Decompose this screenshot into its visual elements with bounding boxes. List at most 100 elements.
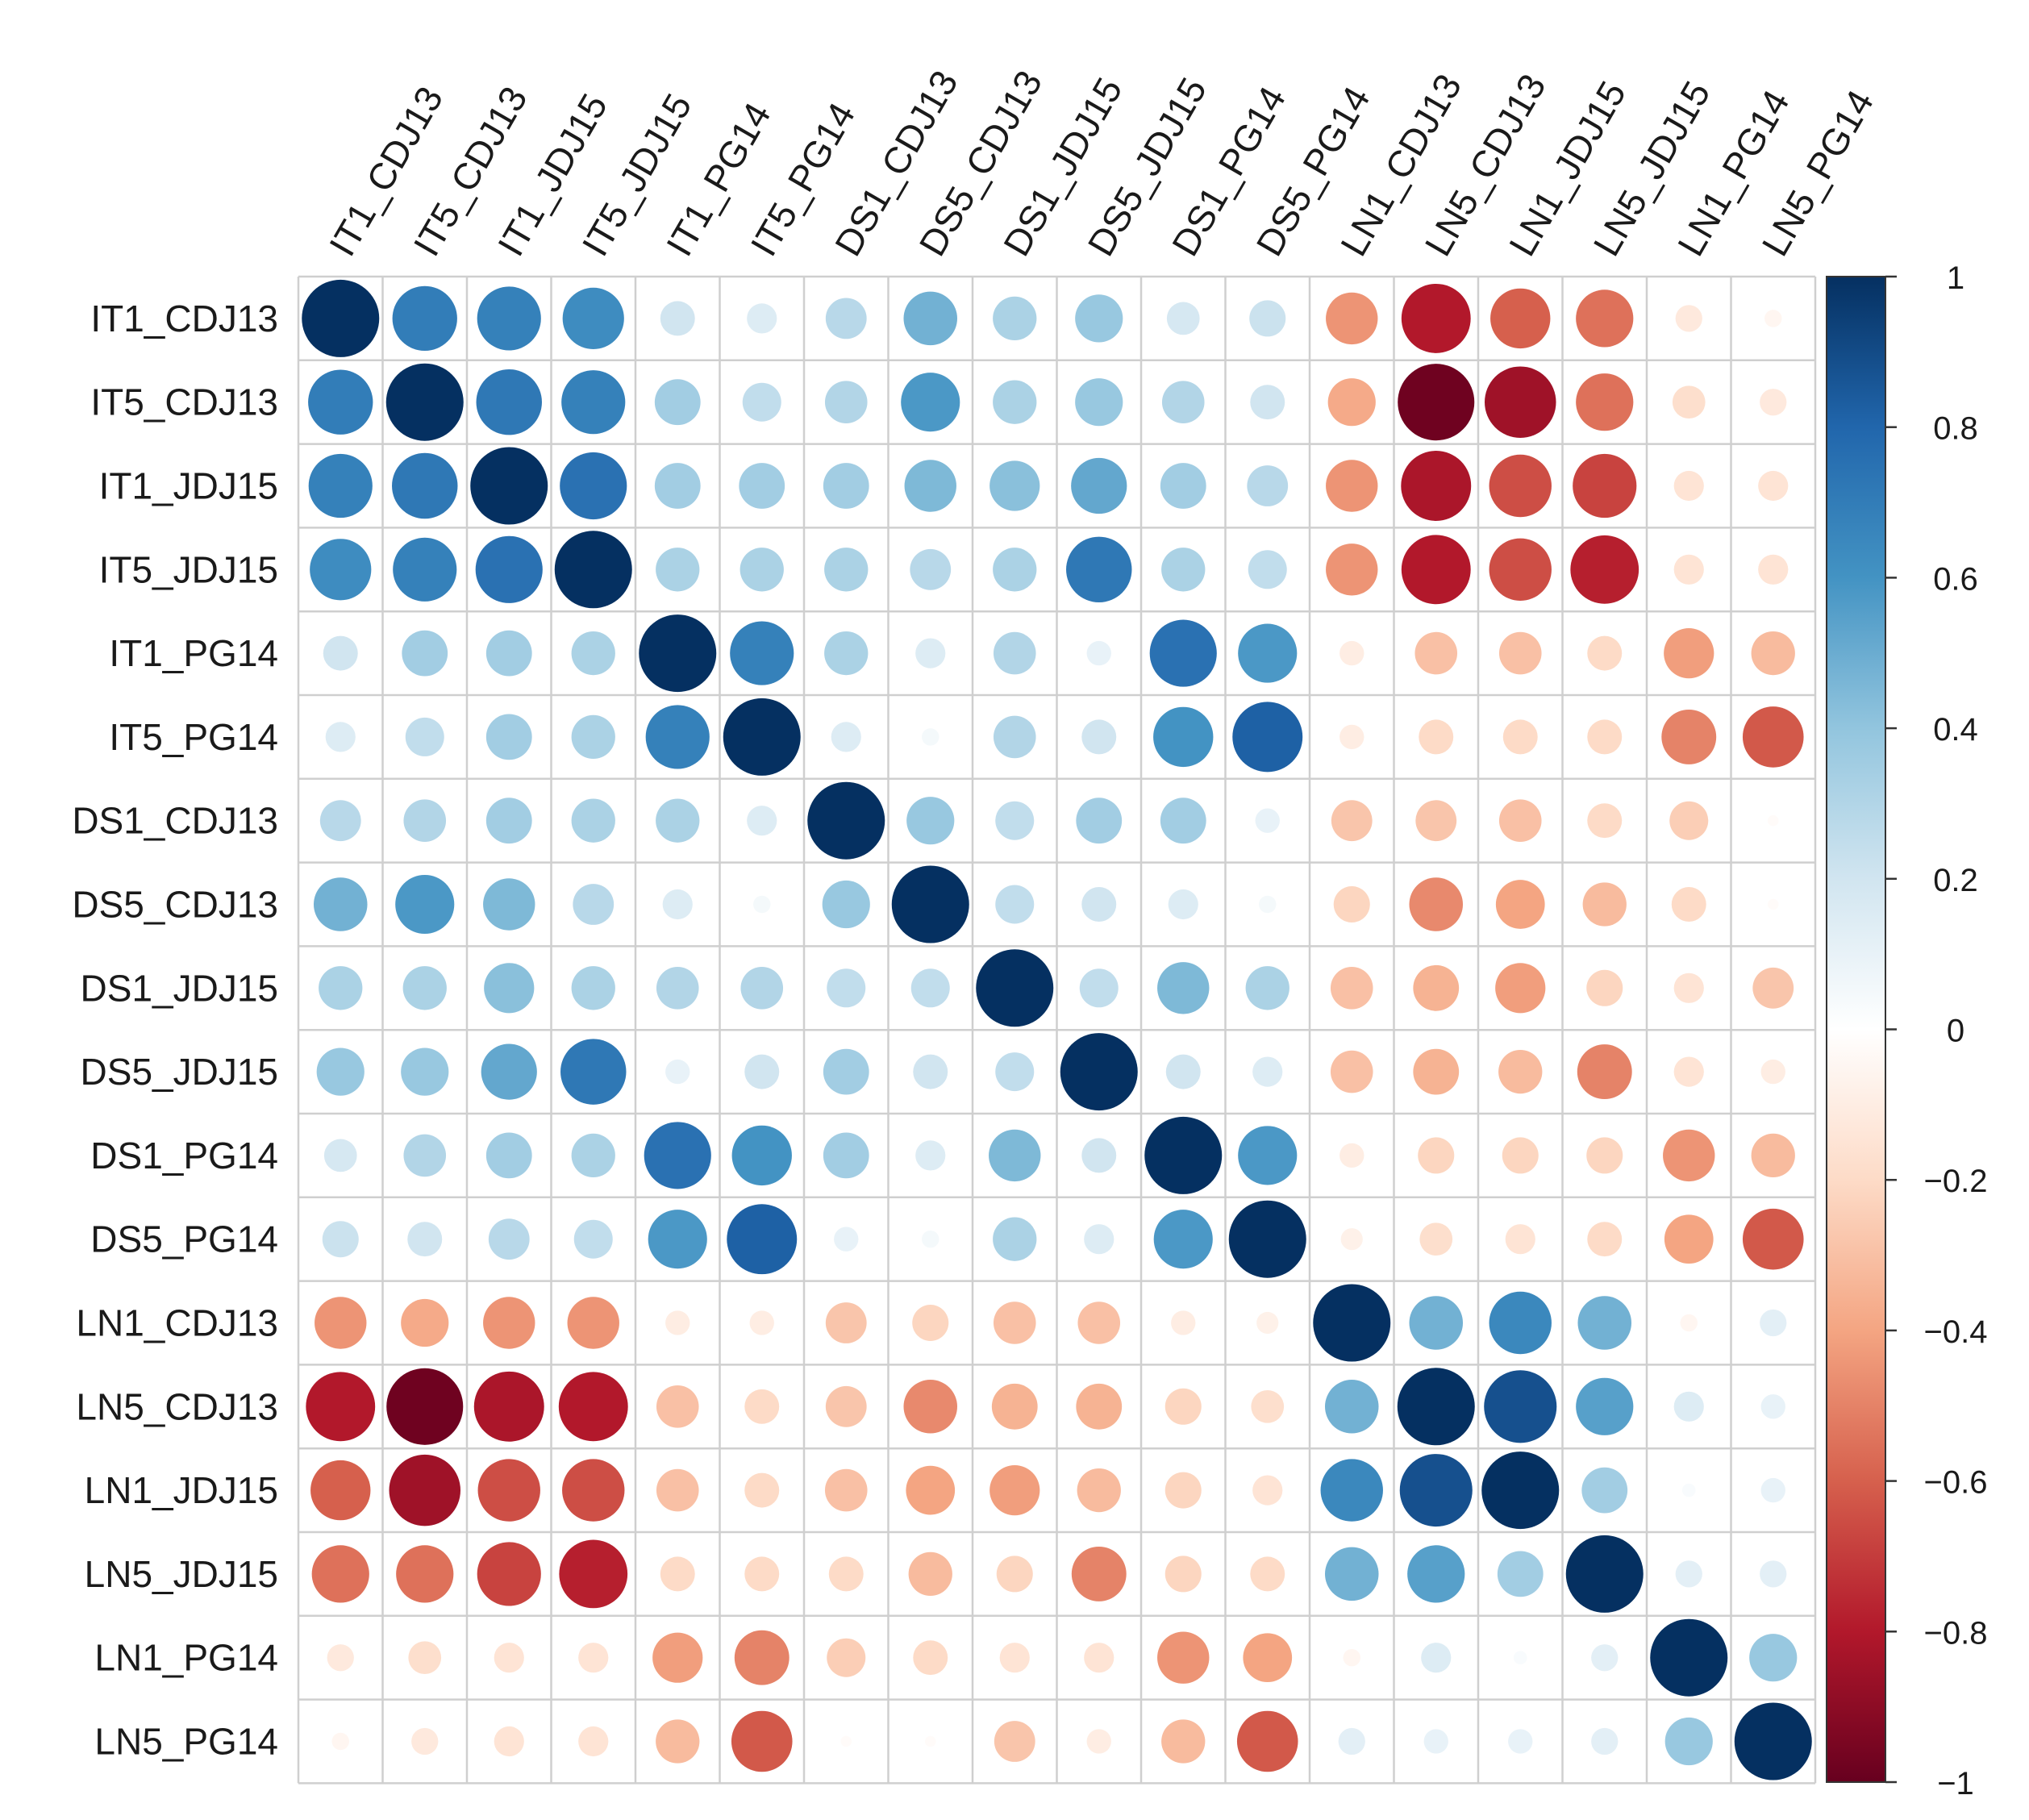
correlation-circle-IT1_JDJ15-IT5_CDJ13 <box>392 452 458 519</box>
correlation-circle-DS5_PG14-IT5_CDJ13 <box>407 1222 443 1257</box>
correlation-circle-LN5_JDJ15-DS1_JDJ15 <box>996 1556 1033 1593</box>
correlation-circle-LN5_PG14-DS5_CDJ13 <box>924 1735 936 1747</box>
correlation-circle-IT1_CDJ13-DS1_JDJ15 <box>993 296 1037 341</box>
correlation-circle-IT1_CDJ13-IT5_JDJ15 <box>562 287 624 349</box>
correlation-circle-DS1_CDJ13-IT1_CDJ13 <box>319 800 361 842</box>
correlation-circle-DS5_CDJ13-IT1_CDJ13 <box>313 877 368 931</box>
correlation-circle-LN5_JDJ15-IT5_CDJ13 <box>396 1545 454 1603</box>
correlation-circle-DS5_CDJ13-DS5_PG14 <box>1259 895 1277 914</box>
correlation-circle-IT5_PG14-IT5_PG14 <box>723 698 801 776</box>
correlation-circle-DS1_PG14-IT1_PG14 <box>644 1122 711 1189</box>
correlation-circle-LN5_JDJ15-LN5_JDJ15 <box>1565 1535 1644 1613</box>
correlation-circle-LN1_JDJ15-DS5_CDJ13 <box>906 1465 956 1515</box>
correlation-circle-IT1_CDJ13-DS5_PG14 <box>1249 300 1286 337</box>
correlation-circle-LN5_PG14-IT5_JDJ15 <box>578 1726 609 1757</box>
correlation-circle-LN1_JDJ15-IT1_PG14 <box>656 1468 699 1512</box>
correlation-circle-IT1_JDJ15-IT1_JDJ15 <box>470 447 548 525</box>
correlation-circle-DS5_JDJ15-DS5_PG14 <box>1252 1056 1283 1087</box>
correlation-circle-IT5_PG14-LN1_PG14 <box>1661 709 1717 764</box>
correlation-circle-LN5_CDJ13-IT5_JDJ15 <box>558 1372 628 1442</box>
correlation-circle-IT5_JDJ15-DS5_PG14 <box>1248 550 1287 589</box>
correlation-circle-IT1_CDJ13-IT5_CDJ13 <box>392 285 457 352</box>
correlation-circle-DS1_JDJ15-IT1_PG14 <box>656 967 699 1010</box>
row-label: LN5_JDJ15 <box>85 1553 278 1595</box>
correlation-circle-IT5_PG14-LN1_CDJ13 <box>1339 724 1364 750</box>
correlation-circle-IT5_PG14-IT1_PG14 <box>645 705 710 769</box>
correlation-circle-IT1_CDJ13-DS1_CDJ13 <box>825 298 867 339</box>
correlation-circle-DS5_CDJ13-DS1_CDJ13 <box>822 880 870 929</box>
correlation-circle-DS5_JDJ15-LN5_PG14 <box>1760 1059 1785 1085</box>
correlation-circle-DS5_PG14-LN1_JDJ15 <box>1505 1224 1535 1255</box>
correlation-circle-DS1_PG14-DS1_JDJ15 <box>989 1129 1041 1182</box>
correlation-circle-IT1_CDJ13-LN5_CDJ13 <box>1401 283 1471 353</box>
row-label: IT1_JDJ15 <box>99 465 278 507</box>
correlation-circle-LN5_CDJ13-DS5_CDJ13 <box>903 1380 958 1434</box>
correlation-circle-IT1_JDJ15-DS5_CDJ13 <box>904 460 956 512</box>
correlation-circle-DS1_PG14-DS1_CDJ13 <box>823 1132 869 1179</box>
correlation-circle-DS5_CDJ13-IT1_JDJ15 <box>483 878 535 931</box>
correlation-circle-LN1_PG14-LN5_PG14 <box>1749 1634 1798 1682</box>
correlation-circle-LN5_PG14-LN5_PG14 <box>1734 1702 1812 1780</box>
correlation-circle-DS1_CDJ13-DS5_JDJ15 <box>1076 798 1123 844</box>
correlation-circle-IT1_CDJ13-LN1_JDJ15 <box>1490 288 1551 349</box>
correlation-circle-IT1_PG14-IT5_CDJ13 <box>402 630 448 677</box>
correlation-circle-LN1_JDJ15-DS1_CDJ13 <box>824 1468 868 1512</box>
correlation-circle-IT5_JDJ15-IT1_JDJ15 <box>475 535 543 603</box>
correlation-circle-IT5_PG14-DS1_PG14 <box>1153 706 1214 768</box>
correlation-circle-LN5_CDJ13-LN1_CDJ13 <box>1324 1380 1379 1434</box>
row-label: IT1_CDJ13 <box>90 298 278 339</box>
correlation-circle-IT5_PG14-DS1_JDJ15 <box>993 715 1036 759</box>
correlation-circle-LN5_CDJ13-IT5_PG14 <box>744 1389 780 1424</box>
correlation-circle-IT5_JDJ15-LN5_PG14 <box>1758 554 1789 585</box>
row-label: DS1_CDJ13 <box>72 800 278 842</box>
correlation-circle-IT1_JDJ15-IT1_PG14 <box>654 463 701 509</box>
correlation-circle-DS5_PG14-IT1_JDJ15 <box>488 1218 530 1260</box>
correlation-circle-IT1_JDJ15-DS1_PG14 <box>1160 463 1206 509</box>
correlation-circle-DS1_CDJ13-LN1_JDJ15 <box>1498 799 1542 842</box>
correlation-circle-IT5_JDJ15-IT5_JDJ15 <box>554 531 632 609</box>
correlation-circle-LN1_CDJ13-DS5_JDJ15 <box>1077 1301 1121 1344</box>
correlation-circle-LN1_CDJ13-DS5_PG14 <box>1256 1311 1279 1335</box>
correlation-circle-LN1_PG14-IT1_JDJ15 <box>494 1643 524 1673</box>
row-label: LN5_PG14 <box>94 1721 278 1763</box>
correlation-circle-LN1_CDJ13-DS1_CDJ13 <box>825 1302 867 1343</box>
correlation-circle-LN1_CDJ13-IT5_PG14 <box>749 1310 774 1335</box>
correlation-circle-LN5_CDJ13-IT1_CDJ13 <box>306 1372 376 1442</box>
correlation-circle-IT5_JDJ15-DS5_CDJ13 <box>910 548 952 590</box>
correlation-circle-LN1_CDJ13-LN5_PG14 <box>1760 1309 1787 1337</box>
correlation-circle-IT1_JDJ15-DS1_CDJ13 <box>823 463 869 509</box>
correlation-circle-LN5_PG14-IT1_JDJ15 <box>494 1726 524 1757</box>
correlation-circle-DS5_CDJ13-LN1_PG14 <box>1671 887 1706 922</box>
correlation-circle-LN1_PG14-LN5_CDJ13 <box>1421 1643 1452 1673</box>
correlation-circle-IT5_CDJ13-IT1_JDJ15 <box>476 369 542 435</box>
correlation-circle-IT5_PG14-IT1_CDJ13 <box>325 722 356 752</box>
correlation-circle-LN5_PG14-LN1_CDJ13 <box>1338 1727 1365 1755</box>
correlation-circle-DS1_CDJ13-IT5_CDJ13 <box>403 799 447 842</box>
correlation-circle-IT5_JDJ15-IT5_PG14 <box>740 548 784 592</box>
correlation-circle-DS5_CDJ13-DS1_JDJ15 <box>995 885 1035 924</box>
correlation-circle-IT1_PG14-IT1_PG14 <box>639 614 717 693</box>
correlation-circle-DS1_PG14-DS1_PG14 <box>1144 1116 1223 1194</box>
correlation-circle-IT5_CDJ13-LN1_CDJ13 <box>1327 378 1376 427</box>
correlation-circle-DS5_JDJ15-LN5_JDJ15 <box>1577 1044 1632 1100</box>
correlation-circle-DS1_PG14-LN1_PG14 <box>1663 1129 1715 1182</box>
correlation-circle-IT5_JDJ15-LN1_PG14 <box>1673 554 1704 585</box>
correlation-circle-IT5_PG14-LN5_CDJ13 <box>1419 719 1454 755</box>
correlation-circle-LN5_JDJ15-IT1_CDJ13 <box>311 1545 369 1603</box>
correlation-circle-DS5_CDJ13-LN5_PG14 <box>1767 898 1779 910</box>
row-label: DS1_PG14 <box>90 1135 278 1177</box>
correlation-circle-DS5_JDJ15-IT5_PG14 <box>744 1054 780 1089</box>
correlation-circle-IT1_PG14-LN5_CDJ13 <box>1414 631 1458 675</box>
correlation-circle-LN5_JDJ15-IT1_JDJ15 <box>477 1542 541 1606</box>
correlation-circle-LN1_JDJ15-DS5_PG14 <box>1252 1475 1283 1506</box>
correlation-circle-LN1_PG14-DS1_PG14 <box>1157 1631 1210 1684</box>
correlation-circle-IT5_CDJ13-DS1_PG14 <box>1161 381 1205 423</box>
correlation-circle-IT5_PG14-IT1_JDJ15 <box>485 714 532 760</box>
correlation-circle-IT1_CDJ13-IT1_JDJ15 <box>477 286 541 351</box>
colorbar-tick-label: 0.4 <box>1933 712 1978 748</box>
correlation-circle-LN1_JDJ15-LN5_JDJ15 <box>1581 1467 1628 1514</box>
colorbar-tick-label: 0.8 <box>1933 411 1978 447</box>
correlation-circle-LN5_JDJ15-LN5_CDJ13 <box>1407 1545 1465 1603</box>
correlation-circle-DS5_JDJ15-LN1_JDJ15 <box>1498 1049 1543 1094</box>
correlation-circle-LN1_CDJ13-LN1_PG14 <box>1680 1314 1698 1332</box>
